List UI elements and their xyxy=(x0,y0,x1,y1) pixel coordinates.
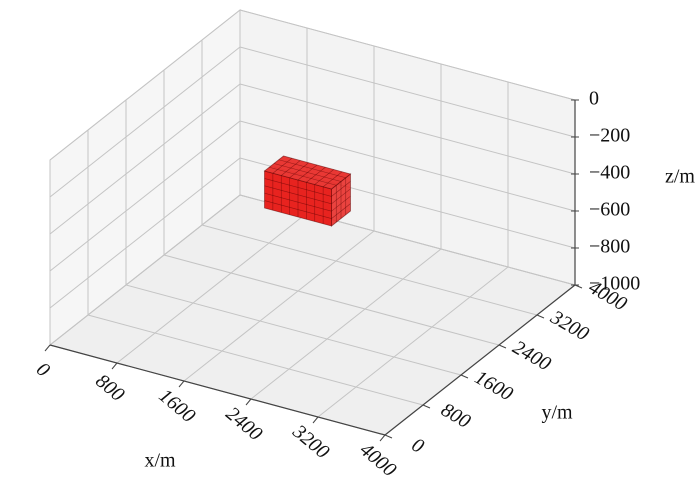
z-axis-label: z/m xyxy=(665,166,695,188)
z-tick-label: −200 xyxy=(589,125,630,147)
x-tick xyxy=(111,362,118,370)
y-axis-label: y/m xyxy=(541,402,573,424)
voxel-edge xyxy=(331,203,351,219)
axes: 0 800 1600 2400 3200 4000 08001600240032004000… xyxy=(32,8,640,482)
grid-line xyxy=(49,9,241,161)
x-tick-label: 3200 xyxy=(288,420,334,463)
voxel-edge xyxy=(331,181,351,197)
x-tick-label: 2400 xyxy=(222,403,267,446)
grid-line xyxy=(239,83,576,175)
y-tick-label: 3200 xyxy=(546,306,593,346)
grid-line xyxy=(239,46,576,138)
voxel-edge xyxy=(264,200,332,219)
grid-line xyxy=(317,266,509,418)
z-tick-label: −400 xyxy=(589,162,630,184)
grid-line xyxy=(49,120,241,272)
x-axis-line xyxy=(49,344,386,436)
grid-line xyxy=(239,9,576,101)
y-tick-label: 2400 xyxy=(509,336,555,375)
x-tick xyxy=(245,398,252,406)
z-tick-label: 0 xyxy=(589,88,599,110)
x-tick xyxy=(379,434,386,442)
y-axis-line xyxy=(384,284,576,436)
grid-line xyxy=(250,248,442,400)
grid-line xyxy=(183,230,375,382)
grid-line xyxy=(239,120,576,212)
y-tick-label: 1600 xyxy=(471,366,517,405)
x-tick-label: 800 xyxy=(91,370,128,406)
grid-line xyxy=(163,254,500,346)
y-tick xyxy=(460,374,469,379)
x-tick-label: 0 xyxy=(32,358,54,381)
grid-line xyxy=(49,46,241,198)
y-tick-label: 0 xyxy=(408,434,428,458)
y-tick xyxy=(422,404,431,409)
voxel-edge xyxy=(273,163,342,182)
x-tick xyxy=(312,416,319,424)
voxel-edge xyxy=(278,159,346,179)
grid-line xyxy=(116,212,308,364)
x-tick-label: 4000 xyxy=(356,439,401,482)
x-tick-label: 1600 xyxy=(155,385,200,428)
x-axis-label: x/m xyxy=(144,450,176,472)
z-tick-label: −1000 xyxy=(589,273,640,295)
y-tick xyxy=(498,344,507,349)
y-tick xyxy=(536,314,545,319)
x-tick xyxy=(44,344,51,352)
grid-line xyxy=(49,157,241,309)
y-tick-label: 800 xyxy=(437,399,474,433)
voxel-edge xyxy=(331,195,351,212)
grid-line xyxy=(49,194,241,346)
voxel-edge xyxy=(264,192,332,212)
grid-line xyxy=(125,284,462,376)
voxel-edge xyxy=(264,185,332,205)
grid-line xyxy=(201,224,538,316)
grid-line xyxy=(49,83,241,235)
voxel-edge xyxy=(264,178,332,197)
grid-line xyxy=(87,314,424,406)
z-tick-label: −800 xyxy=(589,236,630,258)
voxel-edge xyxy=(269,166,337,186)
y-tick xyxy=(384,434,393,439)
x-tick xyxy=(178,380,185,388)
voxel-edge xyxy=(331,188,351,205)
z-tick-label: −600 xyxy=(589,199,630,221)
